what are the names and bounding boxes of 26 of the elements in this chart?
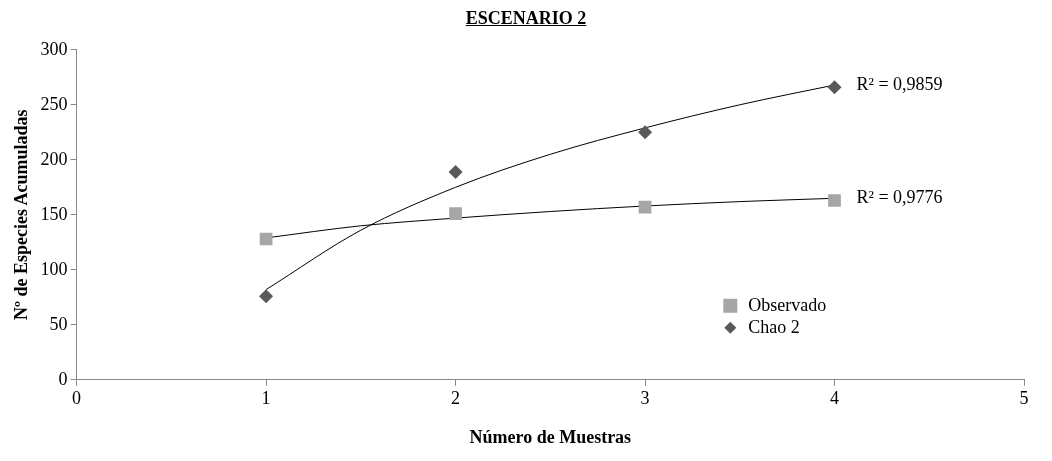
- point: [638, 125, 653, 140]
- legend-label: Observado: [748, 294, 827, 315]
- annotation: R² = 0,9859: [856, 73, 943, 94]
- y-tick-label: 0: [58, 368, 68, 389]
- y-tick-label: 50: [49, 313, 68, 334]
- x-tick-label: 1: [261, 388, 271, 409]
- y-tick-label: 100: [40, 258, 68, 279]
- x-tick-label: 2: [451, 388, 461, 409]
- x-tick-label: 0: [72, 388, 82, 409]
- x-tick-label: 4: [830, 388, 840, 409]
- annotation: R² = 0,9776: [856, 187, 943, 208]
- x-tick-label: 5: [1019, 388, 1029, 409]
- point: [827, 80, 842, 95]
- y-tick-label: 250: [40, 93, 68, 114]
- y-axis-title: Nº de Especies Acumuladas: [11, 109, 32, 321]
- point: [828, 194, 841, 207]
- point: [259, 289, 274, 304]
- y-tick-label: 200: [40, 148, 68, 169]
- chart-title: ESCENARIO 2: [464, 8, 588, 30]
- y-tick-label: 150: [40, 203, 68, 224]
- x-axis-title: Número de Muestras: [469, 426, 632, 447]
- x-tick-label: 3: [640, 388, 650, 409]
- point: [449, 207, 462, 221]
- y-tick-label: 300: [40, 38, 68, 59]
- legend-label: Chao 2: [748, 316, 800, 337]
- point: [448, 164, 463, 179]
